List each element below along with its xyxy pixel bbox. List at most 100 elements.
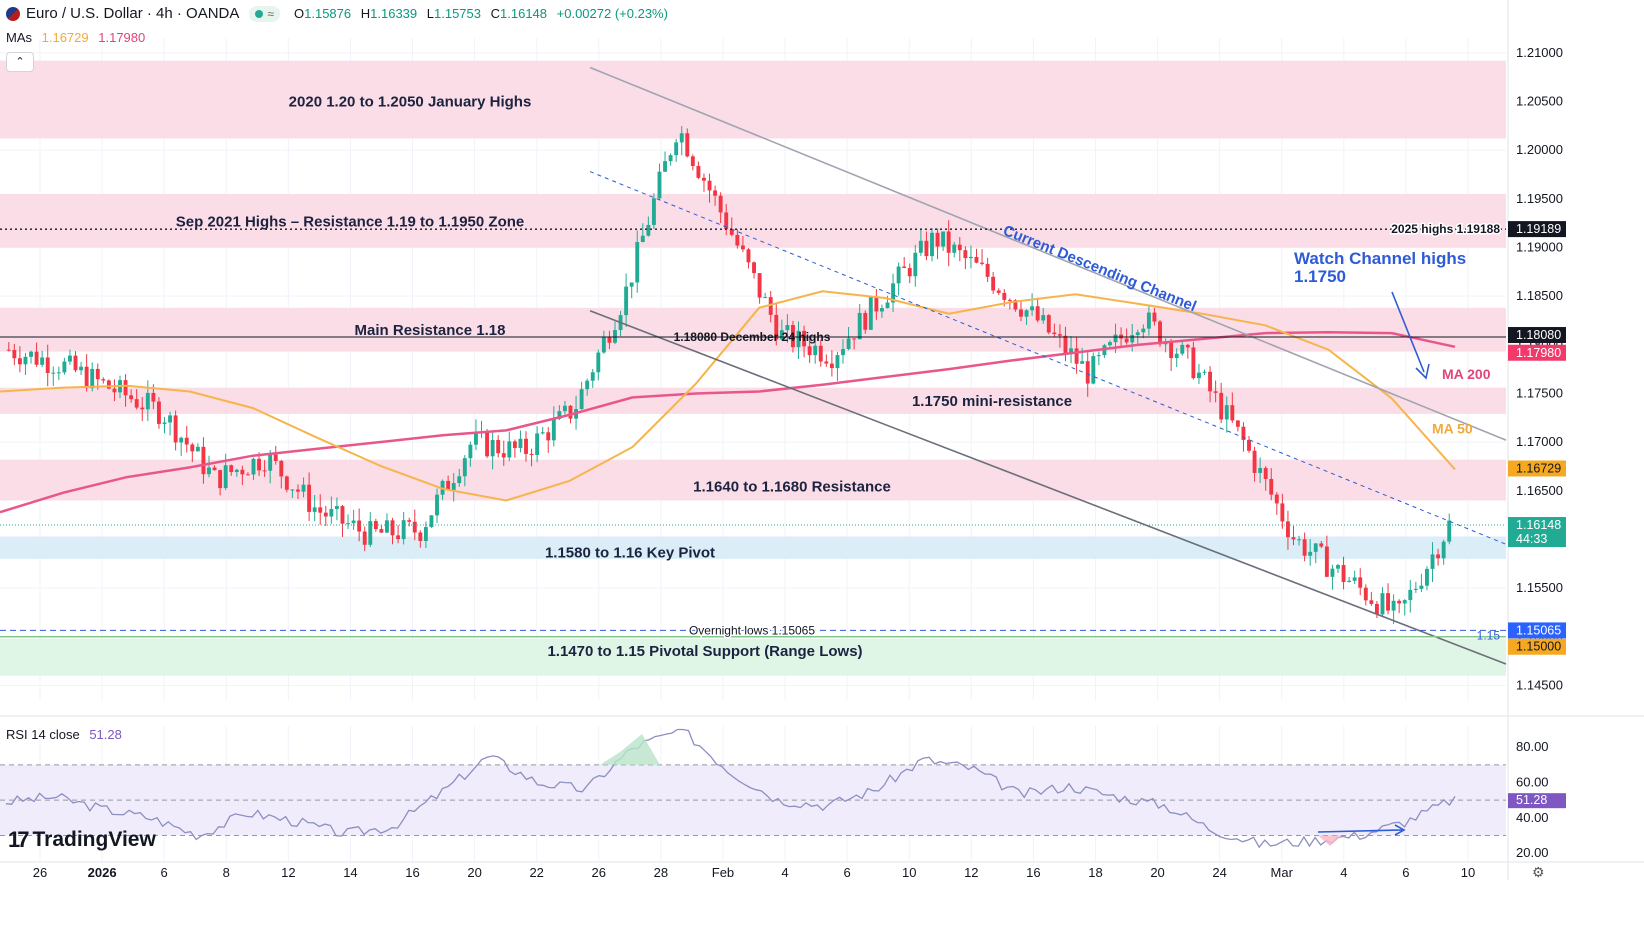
settings-gear-icon[interactable]: ⚙ bbox=[1532, 864, 1545, 880]
candle-body bbox=[1297, 539, 1302, 541]
candle-body bbox=[913, 252, 918, 277]
zone-label: 1.1580 to 1.16 Key Pivot bbox=[545, 545, 715, 562]
candle-body bbox=[151, 392, 156, 402]
ma200-line bbox=[0, 330, 1456, 514]
candle-body bbox=[301, 484, 306, 492]
candle-body bbox=[668, 155, 673, 162]
time-tick-label: 18 bbox=[1088, 865, 1102, 880]
open-value: 1.15876 bbox=[304, 6, 352, 21]
candle-body bbox=[6, 349, 11, 351]
candle-body bbox=[340, 506, 345, 524]
time-tick-label: 8 bbox=[223, 865, 230, 880]
candle-body bbox=[1319, 543, 1324, 547]
candle-body bbox=[585, 380, 590, 390]
mas-legend[interactable]: MAs 1.16729 1.17980 bbox=[6, 30, 145, 45]
price-badge-label: 1.17980 bbox=[1516, 346, 1561, 360]
candle-body bbox=[1152, 312, 1157, 322]
candle-body bbox=[407, 520, 412, 522]
candle-body bbox=[23, 356, 28, 365]
market-status-pill[interactable]: ≈ bbox=[249, 5, 280, 22]
annotation-watch-channel-highs: Watch Channel highs bbox=[1294, 249, 1466, 268]
candle-body bbox=[746, 249, 751, 263]
candle-body bbox=[212, 467, 217, 471]
candle-body bbox=[468, 444, 473, 459]
tradingview-mark-icon: 17 bbox=[8, 827, 30, 852]
candle-body bbox=[446, 480, 451, 490]
candle-body bbox=[1235, 420, 1240, 427]
candle-body bbox=[1219, 392, 1224, 420]
candle-body bbox=[707, 180, 712, 191]
price-tick-label: 1.16500 bbox=[1516, 483, 1563, 498]
candle-body bbox=[629, 282, 634, 287]
symbol-title[interactable]: Euro / U.S. Dollar · 4h · OANDA bbox=[26, 5, 240, 22]
candle-body bbox=[1046, 315, 1051, 333]
candle-body bbox=[1146, 312, 1151, 329]
candle-body bbox=[1430, 554, 1435, 569]
candle-body bbox=[34, 351, 39, 365]
time-tick-label: 6 bbox=[844, 865, 851, 880]
candle-body bbox=[774, 314, 779, 340]
candle-body bbox=[1185, 344, 1190, 348]
zone-band bbox=[0, 193, 1506, 248]
rsi-label: RSI 14 close bbox=[6, 727, 80, 742]
candle-body bbox=[390, 520, 395, 536]
candle-body bbox=[173, 415, 178, 443]
time-tick-label: Mar bbox=[1271, 865, 1294, 880]
candle-body bbox=[902, 266, 907, 268]
candle-body bbox=[985, 263, 990, 277]
watch-arrow-shaft bbox=[1391, 291, 1425, 373]
change-value: +0.00272 (+0.23%) bbox=[556, 6, 668, 21]
time-tick-label: 26 bbox=[592, 865, 606, 880]
candle-body bbox=[613, 330, 617, 343]
candle-body bbox=[1291, 537, 1296, 540]
annotation-1-1750: 1.1750 bbox=[1294, 267, 1346, 286]
time-tick-label: 4 bbox=[781, 865, 788, 880]
candle-body bbox=[357, 520, 362, 532]
candle-body bbox=[957, 244, 962, 251]
candle-body bbox=[696, 165, 701, 178]
price-badge bbox=[1508, 344, 1566, 361]
candle-body bbox=[218, 470, 223, 489]
candle-body bbox=[785, 325, 790, 331]
price-tick-label: 1.20500 bbox=[1516, 94, 1563, 109]
candle-body bbox=[562, 405, 567, 412]
candle-body bbox=[1063, 335, 1068, 354]
candle-body bbox=[429, 515, 434, 528]
zone-label: Sep 2021 Highs – Resistance 1.19 to 1.19… bbox=[176, 214, 525, 231]
zone-label: Main Resistance 1.18 bbox=[355, 322, 506, 339]
price-tick-label: 1.19500 bbox=[1516, 191, 1563, 206]
candle-body bbox=[1408, 589, 1413, 601]
candle-body bbox=[1397, 600, 1402, 604]
candle-body bbox=[1386, 593, 1390, 611]
candle-body bbox=[918, 240, 923, 253]
candle-body bbox=[752, 262, 756, 274]
candle-body bbox=[724, 212, 729, 230]
candle-body bbox=[234, 469, 239, 473]
high-label: H bbox=[360, 6, 371, 21]
zone-label: 1.1470 to 1.15 Pivotal Support (Range Lo… bbox=[547, 643, 862, 660]
chart-header: Euro / U.S. Dollar · 4h · OANDA ≈ O1.158… bbox=[6, 5, 674, 22]
candle-body bbox=[501, 453, 506, 458]
rsi-legend[interactable]: RSI 14 close 51.28 bbox=[6, 727, 122, 742]
candle-body bbox=[245, 474, 250, 476]
candle-body bbox=[1280, 503, 1285, 522]
candle-body bbox=[879, 308, 884, 312]
tradingview-logo[interactable]: 17 TradingView bbox=[8, 827, 156, 853]
time-tick-label: 16 bbox=[405, 865, 419, 880]
candle-body bbox=[101, 379, 106, 381]
time-tick-label: 26 bbox=[33, 865, 47, 880]
candle-body bbox=[1080, 361, 1085, 364]
price-tick-label: 1.17000 bbox=[1516, 434, 1563, 449]
candle-body bbox=[190, 444, 195, 452]
candle-body bbox=[68, 355, 72, 362]
candle-body bbox=[129, 395, 134, 400]
ma50-value: 1.16729 bbox=[41, 30, 89, 45]
candle-body bbox=[490, 439, 495, 457]
rsi-tick-label: 60.00 bbox=[1516, 775, 1549, 790]
candle-body bbox=[1391, 600, 1396, 611]
collapse-legend-button[interactable]: ⌃ bbox=[6, 52, 34, 72]
candle-body bbox=[863, 312, 868, 330]
candle-body bbox=[451, 483, 456, 490]
